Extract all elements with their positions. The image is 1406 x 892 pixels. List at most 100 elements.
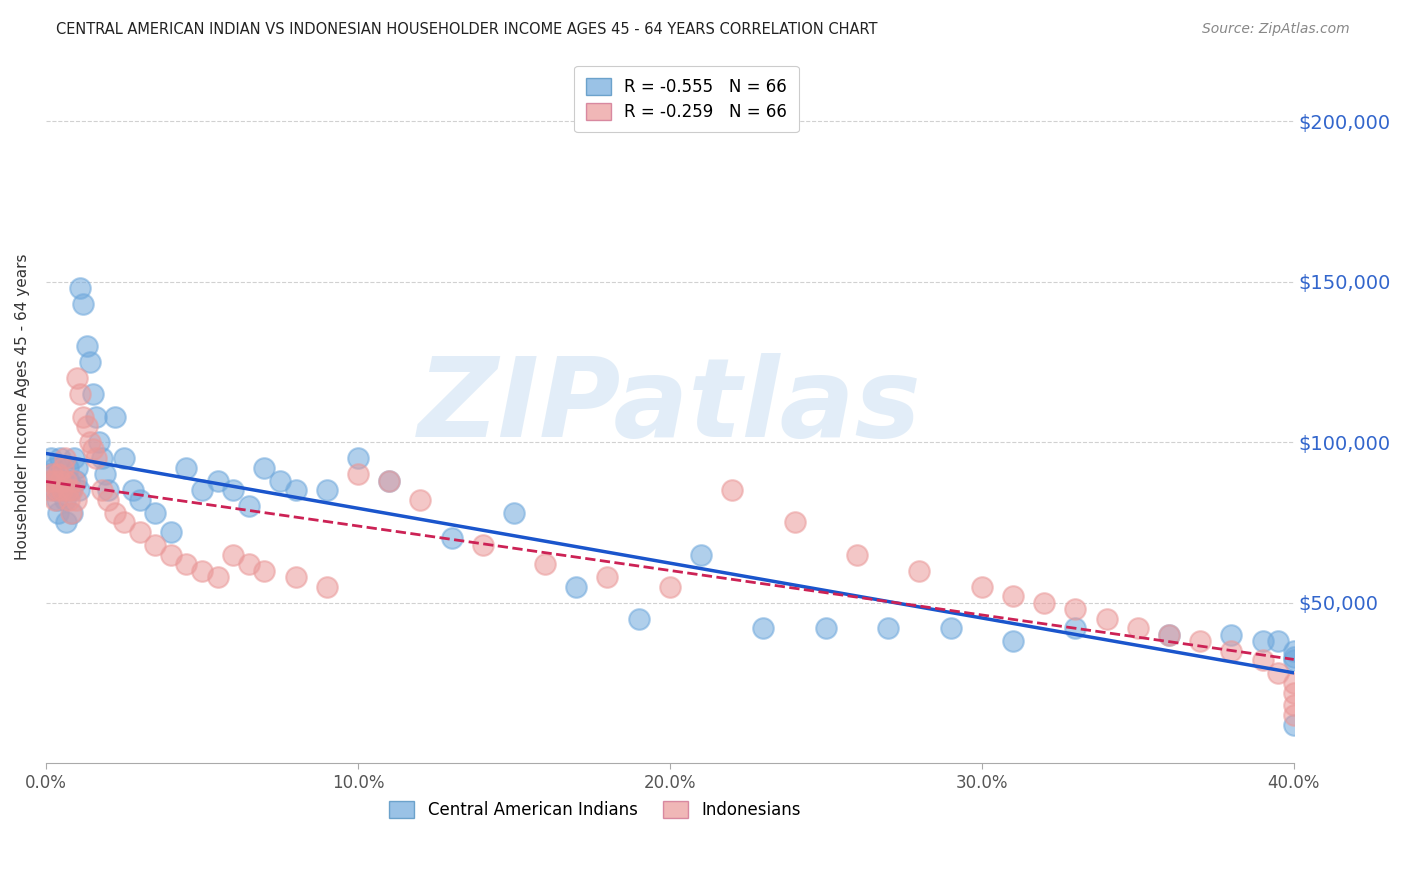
Point (1001, 634, 1024, 648)
Point (1282, 650, 1305, 665)
Point (191, 483, 214, 498)
Point (39, 451, 62, 466)
Point (752, 621, 775, 635)
Point (222, 548, 245, 562)
Point (53, 451, 76, 466)
Point (1189, 634, 1212, 648)
Text: ZIPatlas: ZIPatlas (418, 353, 922, 460)
Point (970, 580, 993, 594)
Point (58, 474, 80, 488)
Point (44, 483, 66, 498)
Point (91, 483, 114, 498)
Point (45, 493, 67, 508)
Point (63, 474, 86, 488)
Point (128, 493, 150, 508)
Point (59, 483, 82, 498)
Point (65, 474, 87, 488)
Point (315, 483, 337, 498)
Point (238, 500, 260, 514)
Text: CENTRAL AMERICAN INDIAN VS INDONESIAN HOUSEHOLDER INCOME AGES 45 - 64 YEARS CORR: CENTRAL AMERICAN INDIAN VS INDONESIAN HO… (56, 22, 877, 37)
Point (877, 621, 900, 635)
Point (1251, 653, 1274, 667)
Point (191, 564, 214, 578)
Point (908, 564, 931, 578)
Point (65, 493, 87, 508)
Point (56, 461, 79, 475)
Point (207, 570, 229, 584)
Point (1220, 644, 1243, 658)
Point (42, 474, 65, 488)
Point (38, 467, 60, 482)
Point (409, 493, 432, 508)
Point (627, 612, 650, 626)
Point (53, 493, 76, 508)
Point (1064, 621, 1087, 635)
Point (176, 557, 198, 571)
Point (1064, 602, 1087, 616)
Point (690, 548, 713, 562)
Point (52, 483, 75, 498)
Point (253, 564, 276, 578)
Point (1001, 589, 1024, 603)
Point (1282, 685, 1305, 699)
Point (1267, 634, 1289, 648)
Point (48, 467, 70, 482)
Point (503, 506, 526, 520)
Point (440, 532, 463, 546)
Point (378, 474, 401, 488)
Point (253, 461, 276, 475)
Point (814, 621, 837, 635)
Point (79, 435, 101, 450)
Point (1282, 708, 1305, 723)
Point (1282, 717, 1305, 731)
Point (1220, 628, 1243, 642)
Point (62, 483, 84, 498)
Point (38, 474, 60, 488)
Point (59, 506, 82, 520)
Point (471, 538, 494, 552)
Point (534, 557, 557, 571)
Point (91, 451, 114, 466)
Point (67, 483, 90, 498)
Point (62, 506, 84, 520)
Point (1282, 644, 1305, 658)
Point (76, 339, 98, 353)
Point (79, 355, 101, 369)
Point (1033, 596, 1056, 610)
Point (51, 474, 73, 488)
Point (104, 409, 127, 424)
Point (76, 419, 98, 434)
Point (721, 483, 744, 498)
Text: Source: ZipAtlas.com: Source: ZipAtlas.com (1202, 22, 1350, 37)
Point (347, 451, 370, 466)
Point (69, 387, 91, 401)
Point (284, 483, 307, 498)
Point (41, 474, 63, 488)
Point (112, 451, 135, 466)
Point (143, 538, 166, 552)
Point (939, 621, 962, 635)
Point (846, 548, 869, 562)
Point (49, 451, 72, 466)
Point (82, 442, 104, 456)
Point (97, 483, 120, 498)
Point (1251, 634, 1274, 648)
Point (66, 371, 89, 385)
Point (122, 483, 145, 498)
Point (347, 467, 370, 482)
Point (207, 474, 229, 488)
Point (49, 474, 72, 488)
Point (48, 506, 70, 520)
Point (94, 467, 117, 482)
Point (1267, 666, 1289, 681)
Point (39, 483, 62, 498)
Point (269, 474, 291, 488)
Point (104, 506, 127, 520)
Point (159, 524, 181, 539)
Point (1157, 628, 1180, 642)
Point (87, 435, 110, 450)
Point (238, 557, 260, 571)
Point (84, 409, 107, 424)
Point (284, 570, 307, 584)
Point (565, 580, 588, 594)
